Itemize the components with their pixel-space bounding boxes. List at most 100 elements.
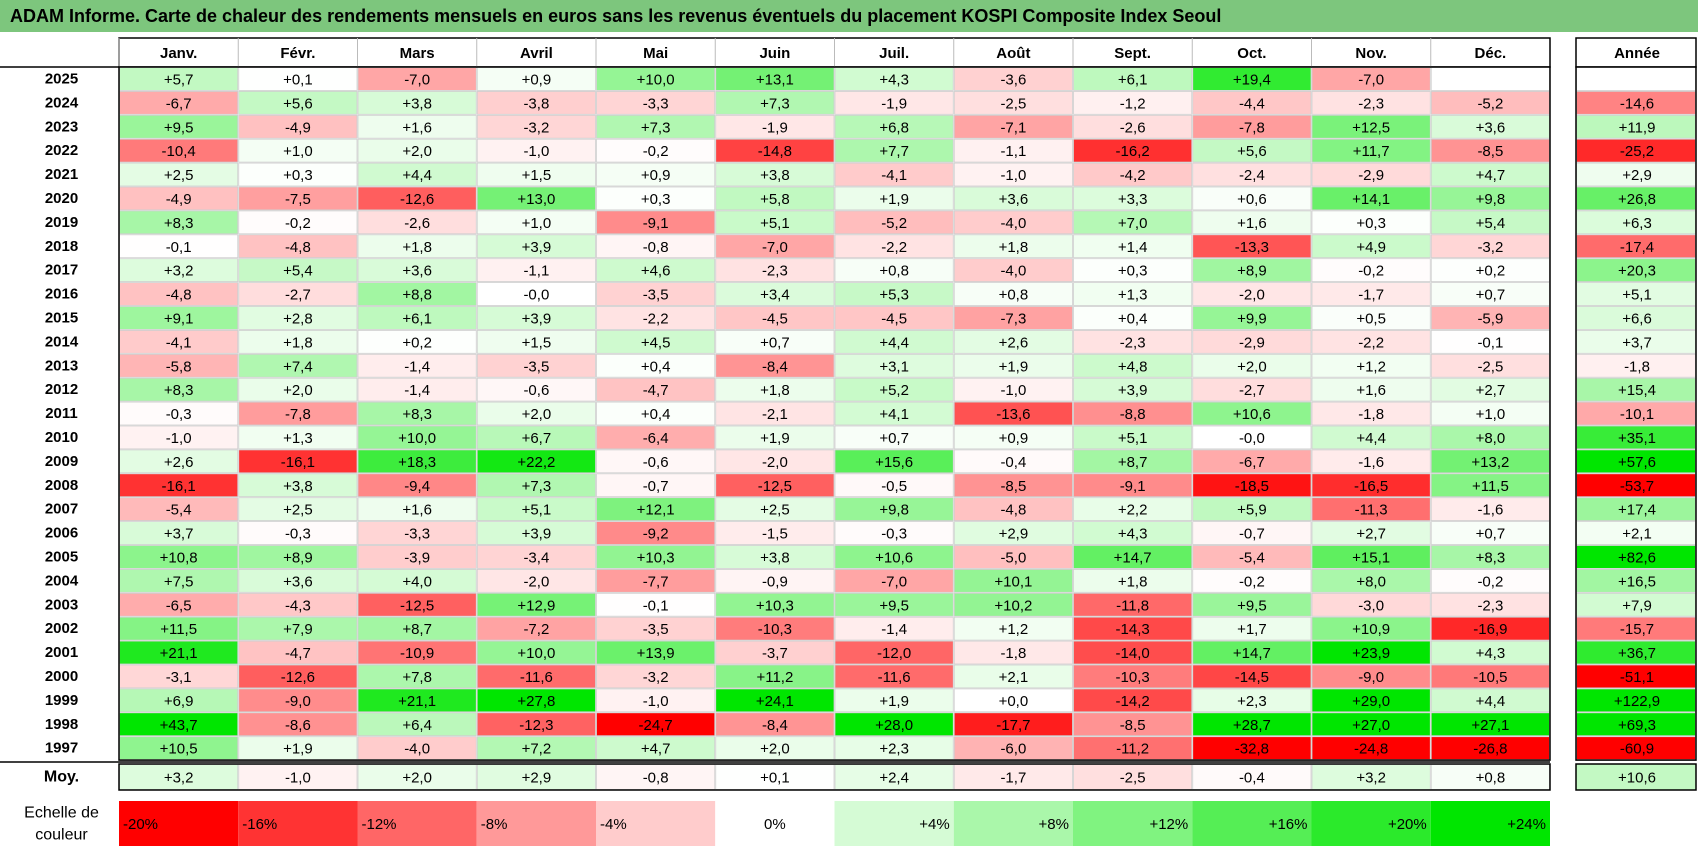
annual-cell-value: -10,1 [1620, 406, 1654, 423]
heat-cell-value: +2,5 [164, 167, 194, 184]
month-header: Sept. [1114, 45, 1151, 62]
heat-cell [715, 353, 835, 378]
heat-cell-value: -2,6 [404, 215, 430, 232]
heat-cell-value: +27,8 [517, 693, 555, 710]
heat-cell [1192, 592, 1312, 617]
heat-cell-value: +2,3 [879, 741, 909, 758]
heat-cell [1073, 258, 1193, 283]
heat-cell [1192, 329, 1312, 354]
heat-cell [238, 497, 358, 522]
heat-cell [357, 401, 477, 426]
heat-cell [1311, 473, 1431, 498]
heat-cell-value: +1,0 [1476, 406, 1506, 423]
heat-cell-value: +8,3 [164, 215, 194, 232]
heat-cell-value: +15,1 [1352, 549, 1390, 566]
heat-cell [834, 712, 954, 737]
heat-cell-value: +5,8 [760, 191, 790, 208]
heat-cell-value: -1,1 [523, 263, 549, 280]
heat-cell-value: +7,7 [879, 143, 909, 160]
heat-cell-value: +1,6 [1356, 382, 1386, 399]
heat-cell [834, 234, 954, 259]
heat-cell [1311, 712, 1431, 737]
month-header: Nov. [1355, 45, 1386, 62]
heat-cell-value: -16,9 [1473, 621, 1507, 638]
heat-cell [834, 377, 954, 402]
heat-cell-value: -12,0 [877, 645, 911, 662]
average-cell [1311, 764, 1431, 790]
heat-cell [953, 162, 1073, 187]
heat-cell [596, 282, 716, 306]
heat-cell-value: -3,7 [762, 645, 788, 662]
heat-cell [834, 353, 954, 378]
heat-cell-value: +7,4 [283, 358, 313, 375]
heat-cell [476, 210, 596, 235]
heat-cell-value: +5,4 [1476, 215, 1506, 232]
heat-cell-value: +8,0 [1356, 573, 1386, 590]
heat-cell-value: +1,2 [1356, 358, 1386, 375]
heat-cell [357, 353, 477, 378]
heat-cell [596, 569, 716, 593]
year-label: 2020 [45, 190, 78, 207]
heat-cell-value: -0,3 [881, 526, 907, 543]
scale-swatch-label: +12% [1149, 816, 1188, 833]
heat-cell-value: +8,8 [402, 287, 432, 304]
heat-cell [1073, 186, 1193, 211]
heat-cell [357, 258, 477, 283]
average-cell-value: -1,7 [1000, 770, 1026, 787]
heat-cell-value: +4,4 [879, 334, 909, 351]
annual-cell-value: -60,9 [1620, 741, 1654, 758]
heat-cell-value: -3,6 [1000, 71, 1026, 88]
heat-cell-value: +9,5 [879, 597, 909, 614]
heat-cell [953, 114, 1073, 139]
heat-cell [357, 521, 477, 545]
heat-cell-value: +8,3 [402, 406, 432, 423]
heat-cell-value: +4,3 [879, 71, 909, 88]
heat-cell-value: -16,1 [162, 478, 196, 495]
heat-cell [596, 329, 716, 354]
month-header: Mars [400, 45, 435, 62]
annual-frame [1575, 66, 1697, 761]
heat-cell-value: +0,3 [641, 191, 671, 208]
heat-cell-value: -4,0 [404, 741, 430, 758]
heat-cell-value: +3,8 [402, 95, 432, 112]
heat-cell [357, 592, 477, 617]
annual-cell-value: +35,1 [1618, 430, 1656, 447]
heat-cell-value: +11,5 [160, 621, 197, 638]
heat-cell-value: +1,8 [760, 382, 790, 399]
heat-cell-value: +4,5 [641, 334, 671, 351]
month-header: Déc. [1475, 45, 1507, 62]
heat-cell [1073, 306, 1193, 330]
annual-cell-value: +26,8 [1618, 191, 1656, 208]
year-label: 2006 [45, 525, 78, 542]
year-label: 2016 [45, 286, 78, 303]
heat-cell-value: +0,7 [1476, 287, 1506, 304]
heat-cell-value: +10,2 [994, 597, 1032, 614]
year-label: 2018 [45, 238, 78, 255]
heat-cell-value: +9,9 [1237, 310, 1267, 327]
heat-cell-value: +5,4 [283, 263, 313, 280]
scale-swatch-label: -4% [600, 816, 627, 833]
heat-cell-value: +1,4 [1118, 239, 1148, 256]
heat-cell-value: +3,8 [760, 167, 790, 184]
heat-cell-value: -12,6 [400, 191, 434, 208]
heat-cell [715, 91, 835, 115]
heat-cell [1073, 329, 1193, 354]
heat-cell [357, 449, 477, 474]
year-label: 2012 [45, 381, 78, 398]
heat-cell [834, 616, 954, 641]
heat-cell-value: +1,9 [999, 358, 1029, 375]
heat-cell-value: -2,2 [643, 310, 669, 327]
heat-cell-value: +10,0 [637, 71, 675, 88]
heat-cell-value: +2,0 [522, 406, 552, 423]
heat-cell-value: +10,1 [994, 573, 1032, 590]
heat-cell [476, 138, 596, 163]
heat-cell-value: -2,0 [1239, 287, 1265, 304]
heat-cell-value: +0,7 [1476, 526, 1506, 543]
heat-cell-value: -4,2 [1120, 167, 1146, 184]
heat-cell [953, 640, 1073, 665]
heat-cell-value: +10,6 [1233, 406, 1271, 423]
scale-swatch [119, 801, 239, 846]
heat-cell [1311, 449, 1431, 474]
heat-cell-value: -9,1 [643, 215, 669, 232]
heat-cell [834, 258, 954, 283]
